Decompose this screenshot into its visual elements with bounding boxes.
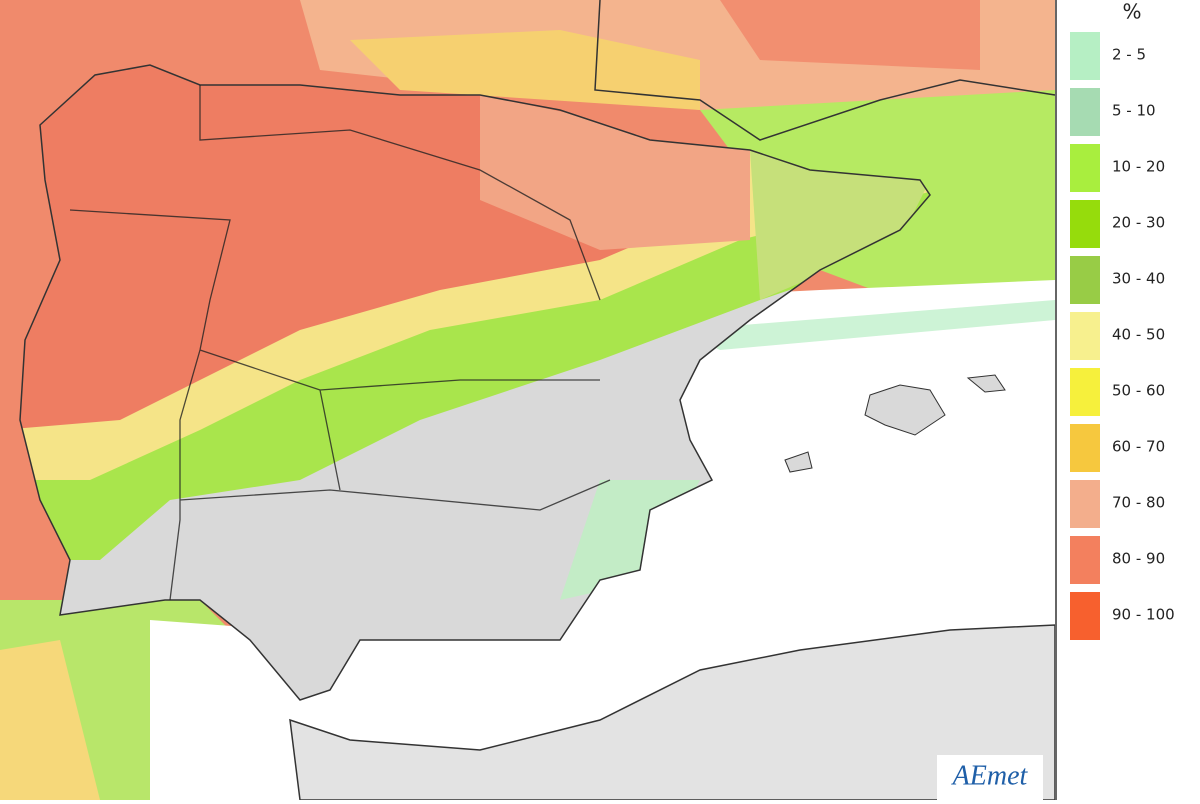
sea-light [680, 300, 1055, 350]
biscay-yellow [350, 30, 700, 110]
legend-swatch [1070, 424, 1100, 472]
legend-swatch [1070, 312, 1100, 360]
legend-swatch [1070, 32, 1100, 80]
legend-label: 30 - 40 [1112, 270, 1165, 288]
map-area [0, 0, 1056, 801]
legend-label: 5 - 10 [1112, 102, 1156, 120]
legend-swatch [1070, 536, 1100, 584]
legend-label: 90 - 100 [1112, 606, 1175, 624]
legend-swatch [1070, 256, 1100, 304]
legend-label: 2 - 5 [1112, 46, 1146, 64]
legend-swatch [1070, 592, 1100, 640]
legend-swatch [1070, 200, 1100, 248]
zone-orange [480, 95, 750, 250]
legend-label: 10 - 20 [1112, 158, 1165, 176]
legend: 2 - 5 5 - 10 10 - 20 20 - 30 30 - 40 40 - 50 5… [1070, 32, 1175, 640]
mallorca [864, 384, 946, 436]
atlantic-yellow [0, 640, 100, 800]
legend-swatch [1070, 144, 1100, 192]
legend-label: 80 - 90 [1112, 550, 1165, 568]
france-coast [594, 0, 1056, 141]
legend-label: 20 - 30 [1112, 214, 1165, 232]
logo: AEmet [951, 760, 1029, 791]
legend-swatch [1070, 368, 1100, 416]
iberia-coast [19, 64, 931, 701]
legend-swatch [1070, 480, 1100, 528]
region-borders [69, 85, 611, 601]
legend-label: 40 - 50 [1112, 326, 1165, 344]
legend-label: 70 - 80 [1112, 494, 1165, 512]
legend-swatch [1070, 88, 1100, 136]
logo-box [937, 755, 1043, 800]
legend-label: 60 - 70 [1112, 438, 1165, 456]
ibiza [784, 451, 813, 473]
legend-unit: % [1122, 0, 1141, 24]
zone-catalonia [750, 150, 930, 300]
menorca [966, 374, 1006, 393]
legend-label: 50 - 60 [1112, 382, 1165, 400]
france-red [720, 0, 980, 70]
